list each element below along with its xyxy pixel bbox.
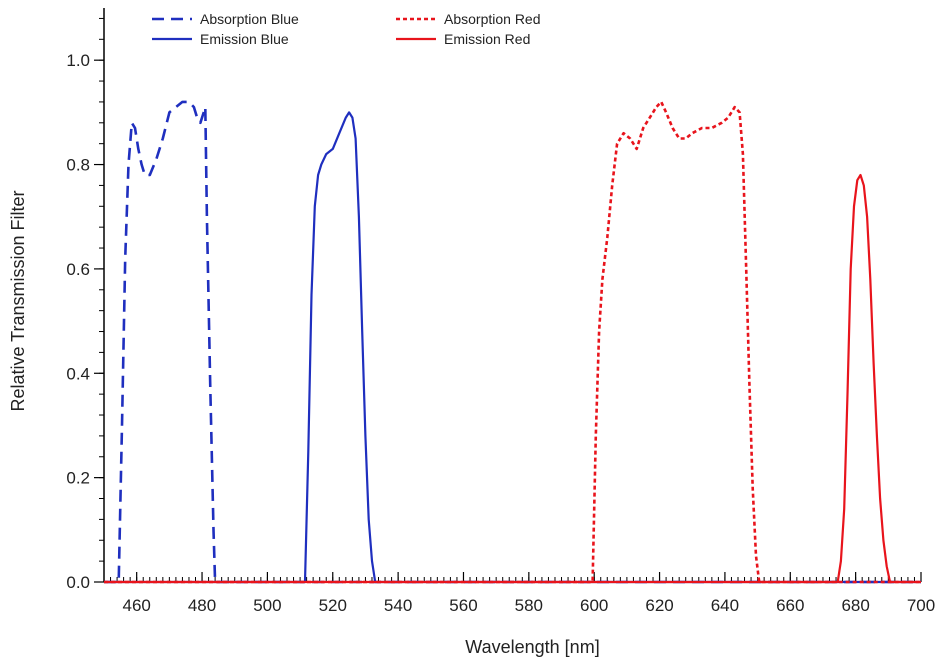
- legend-label: Emission Red: [444, 31, 530, 47]
- x-tick-label: 680: [841, 596, 869, 615]
- legend-label: Absorption Red: [444, 11, 541, 27]
- y-tick-label: 0.8: [66, 156, 90, 175]
- x-tick-label: 700: [907, 596, 935, 615]
- legend: Absorption Blue Emission Blue Absorption R…: [152, 11, 541, 47]
- x-tick-label: 640: [711, 596, 739, 615]
- y-tick-label: 1.0: [66, 51, 90, 70]
- x-tick-label: 560: [449, 596, 477, 615]
- axes: 460 480 500 520 540 560 580 600 620 640 660 680 700 0…: [66, 8, 935, 615]
- y-tick-label: 0.6: [66, 260, 90, 279]
- series-line-emission-blue: [104, 111, 921, 584]
- series-line-emission-red: [104, 173, 921, 584]
- series-line-absorption-blue: [104, 100, 921, 584]
- x-tick-label: 620: [645, 596, 673, 615]
- legend-label: Emission Blue: [200, 31, 289, 47]
- x-tick-label: 480: [188, 596, 216, 615]
- series-lines: [104, 100, 921, 584]
- y-tick-label: 0.0: [66, 573, 90, 592]
- series-line-absorption-red: [104, 100, 921, 584]
- y-tick-label: 0.2: [66, 469, 90, 488]
- x-tick-label: 540: [384, 596, 412, 615]
- x-tick-label: 500: [253, 596, 281, 615]
- x-tick-label: 460: [122, 596, 150, 615]
- x-tick-label: 600: [580, 596, 608, 615]
- y-tick-label: 0.4: [66, 364, 90, 383]
- legend-label: Absorption Blue: [200, 11, 299, 27]
- x-tick-label: 520: [319, 596, 347, 615]
- y-axis-title: Relative Transmission Filter: [8, 190, 28, 411]
- x-axis-title: Wavelength [nm]: [465, 637, 599, 657]
- x-tick-label: 660: [776, 596, 804, 615]
- x-tick-label: 580: [515, 596, 543, 615]
